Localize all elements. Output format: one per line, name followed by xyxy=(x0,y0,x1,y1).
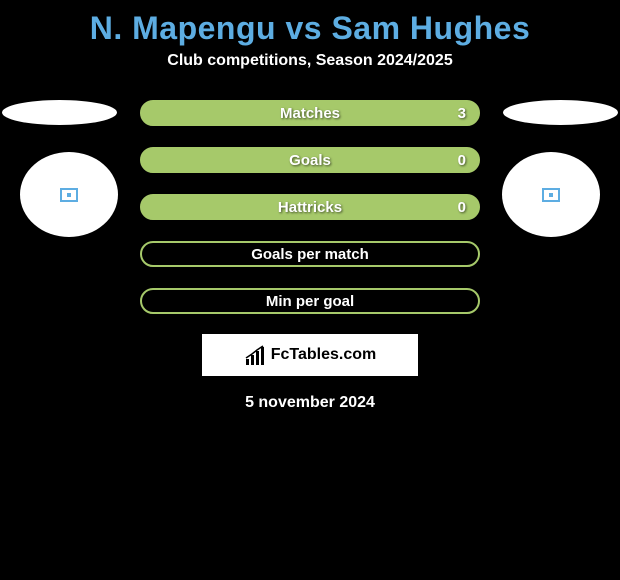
stat-value: 3 xyxy=(458,105,466,122)
stat-label: Matches xyxy=(280,105,340,122)
stat-label: Hattricks xyxy=(278,199,342,216)
stat-label: Goals per match xyxy=(251,246,369,263)
content-area: Matches 3 Goals 0 Hattricks 0 Goals per … xyxy=(0,100,620,412)
stat-value: 0 xyxy=(458,152,466,169)
subtitle: Club competitions, Season 2024/2025 xyxy=(0,52,620,100)
stats-container: Matches 3 Goals 0 Hattricks 0 Goals per … xyxy=(140,100,480,314)
stat-bar-min-per-goal: Min per goal xyxy=(140,288,480,314)
right-oval-placeholder xyxy=(503,100,618,125)
stat-bar-hattricks: Hattricks 0 xyxy=(140,194,480,220)
stat-label: Min per goal xyxy=(266,293,354,310)
date-text: 5 november 2024 xyxy=(0,394,620,412)
stat-label: Goals xyxy=(289,152,331,169)
stat-bar-goals-per-match: Goals per match xyxy=(140,241,480,267)
stat-bar-goals: Goals 0 xyxy=(140,147,480,173)
logo-text: FcTables.com xyxy=(271,346,377,364)
placeholder-icon xyxy=(542,188,560,202)
left-oval-placeholder xyxy=(2,100,117,125)
stat-value: 0 xyxy=(458,199,466,216)
logo-box: FcTables.com xyxy=(202,334,418,376)
placeholder-icon xyxy=(60,188,78,202)
page-title: N. Mapengu vs Sam Hughes xyxy=(0,0,620,52)
left-player-avatar xyxy=(20,152,118,237)
stat-bar-matches: Matches 3 xyxy=(140,100,480,126)
right-player-avatar xyxy=(502,152,600,237)
chart-icon xyxy=(244,345,268,365)
